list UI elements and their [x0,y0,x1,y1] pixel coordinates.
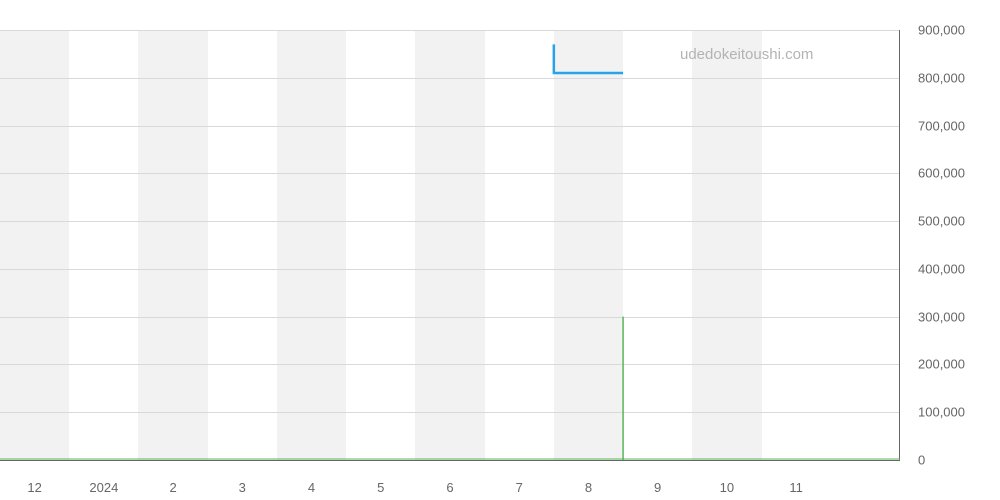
y-tick-label: 0 [918,453,925,468]
x-tick-label: 11 [789,480,803,495]
x-tick-label: 9 [654,480,661,495]
x-tick-label: 5 [377,480,384,495]
price-history-chart: udedokeitoushi.com 12 2024 2 3 4 5 6 7 8 9 10 11 0 10… [0,0,1000,500]
y-tick-label: 600,000 [918,166,965,181]
price-line-series [554,44,623,73]
x-tick-label: 10 [720,480,734,495]
x-tick-label: 4 [308,480,315,495]
y-tick-label: 200,000 [918,357,965,372]
y-tick-label: 700,000 [918,118,965,133]
x-tick-label: 6 [446,480,453,495]
x-tick-label: 12 [27,480,41,495]
x-tick-label: 8 [585,480,592,495]
x-tick-label: 2 [169,480,176,495]
y-tick-label: 100,000 [918,405,965,420]
x-tick-label: 7 [516,480,523,495]
chart-svg-overlay [0,0,1000,500]
y-tick-label: 800,000 [918,70,965,85]
y-tick-label: 300,000 [918,309,965,324]
x-tick-label: 3 [239,480,246,495]
y-tick-label: 900,000 [918,23,965,38]
y-tick-label: 400,000 [918,261,965,276]
y-tick-label: 500,000 [918,214,965,229]
watermark-text: udedokeitoushi.com [680,46,813,63]
x-tick-label: 2024 [89,480,118,495]
